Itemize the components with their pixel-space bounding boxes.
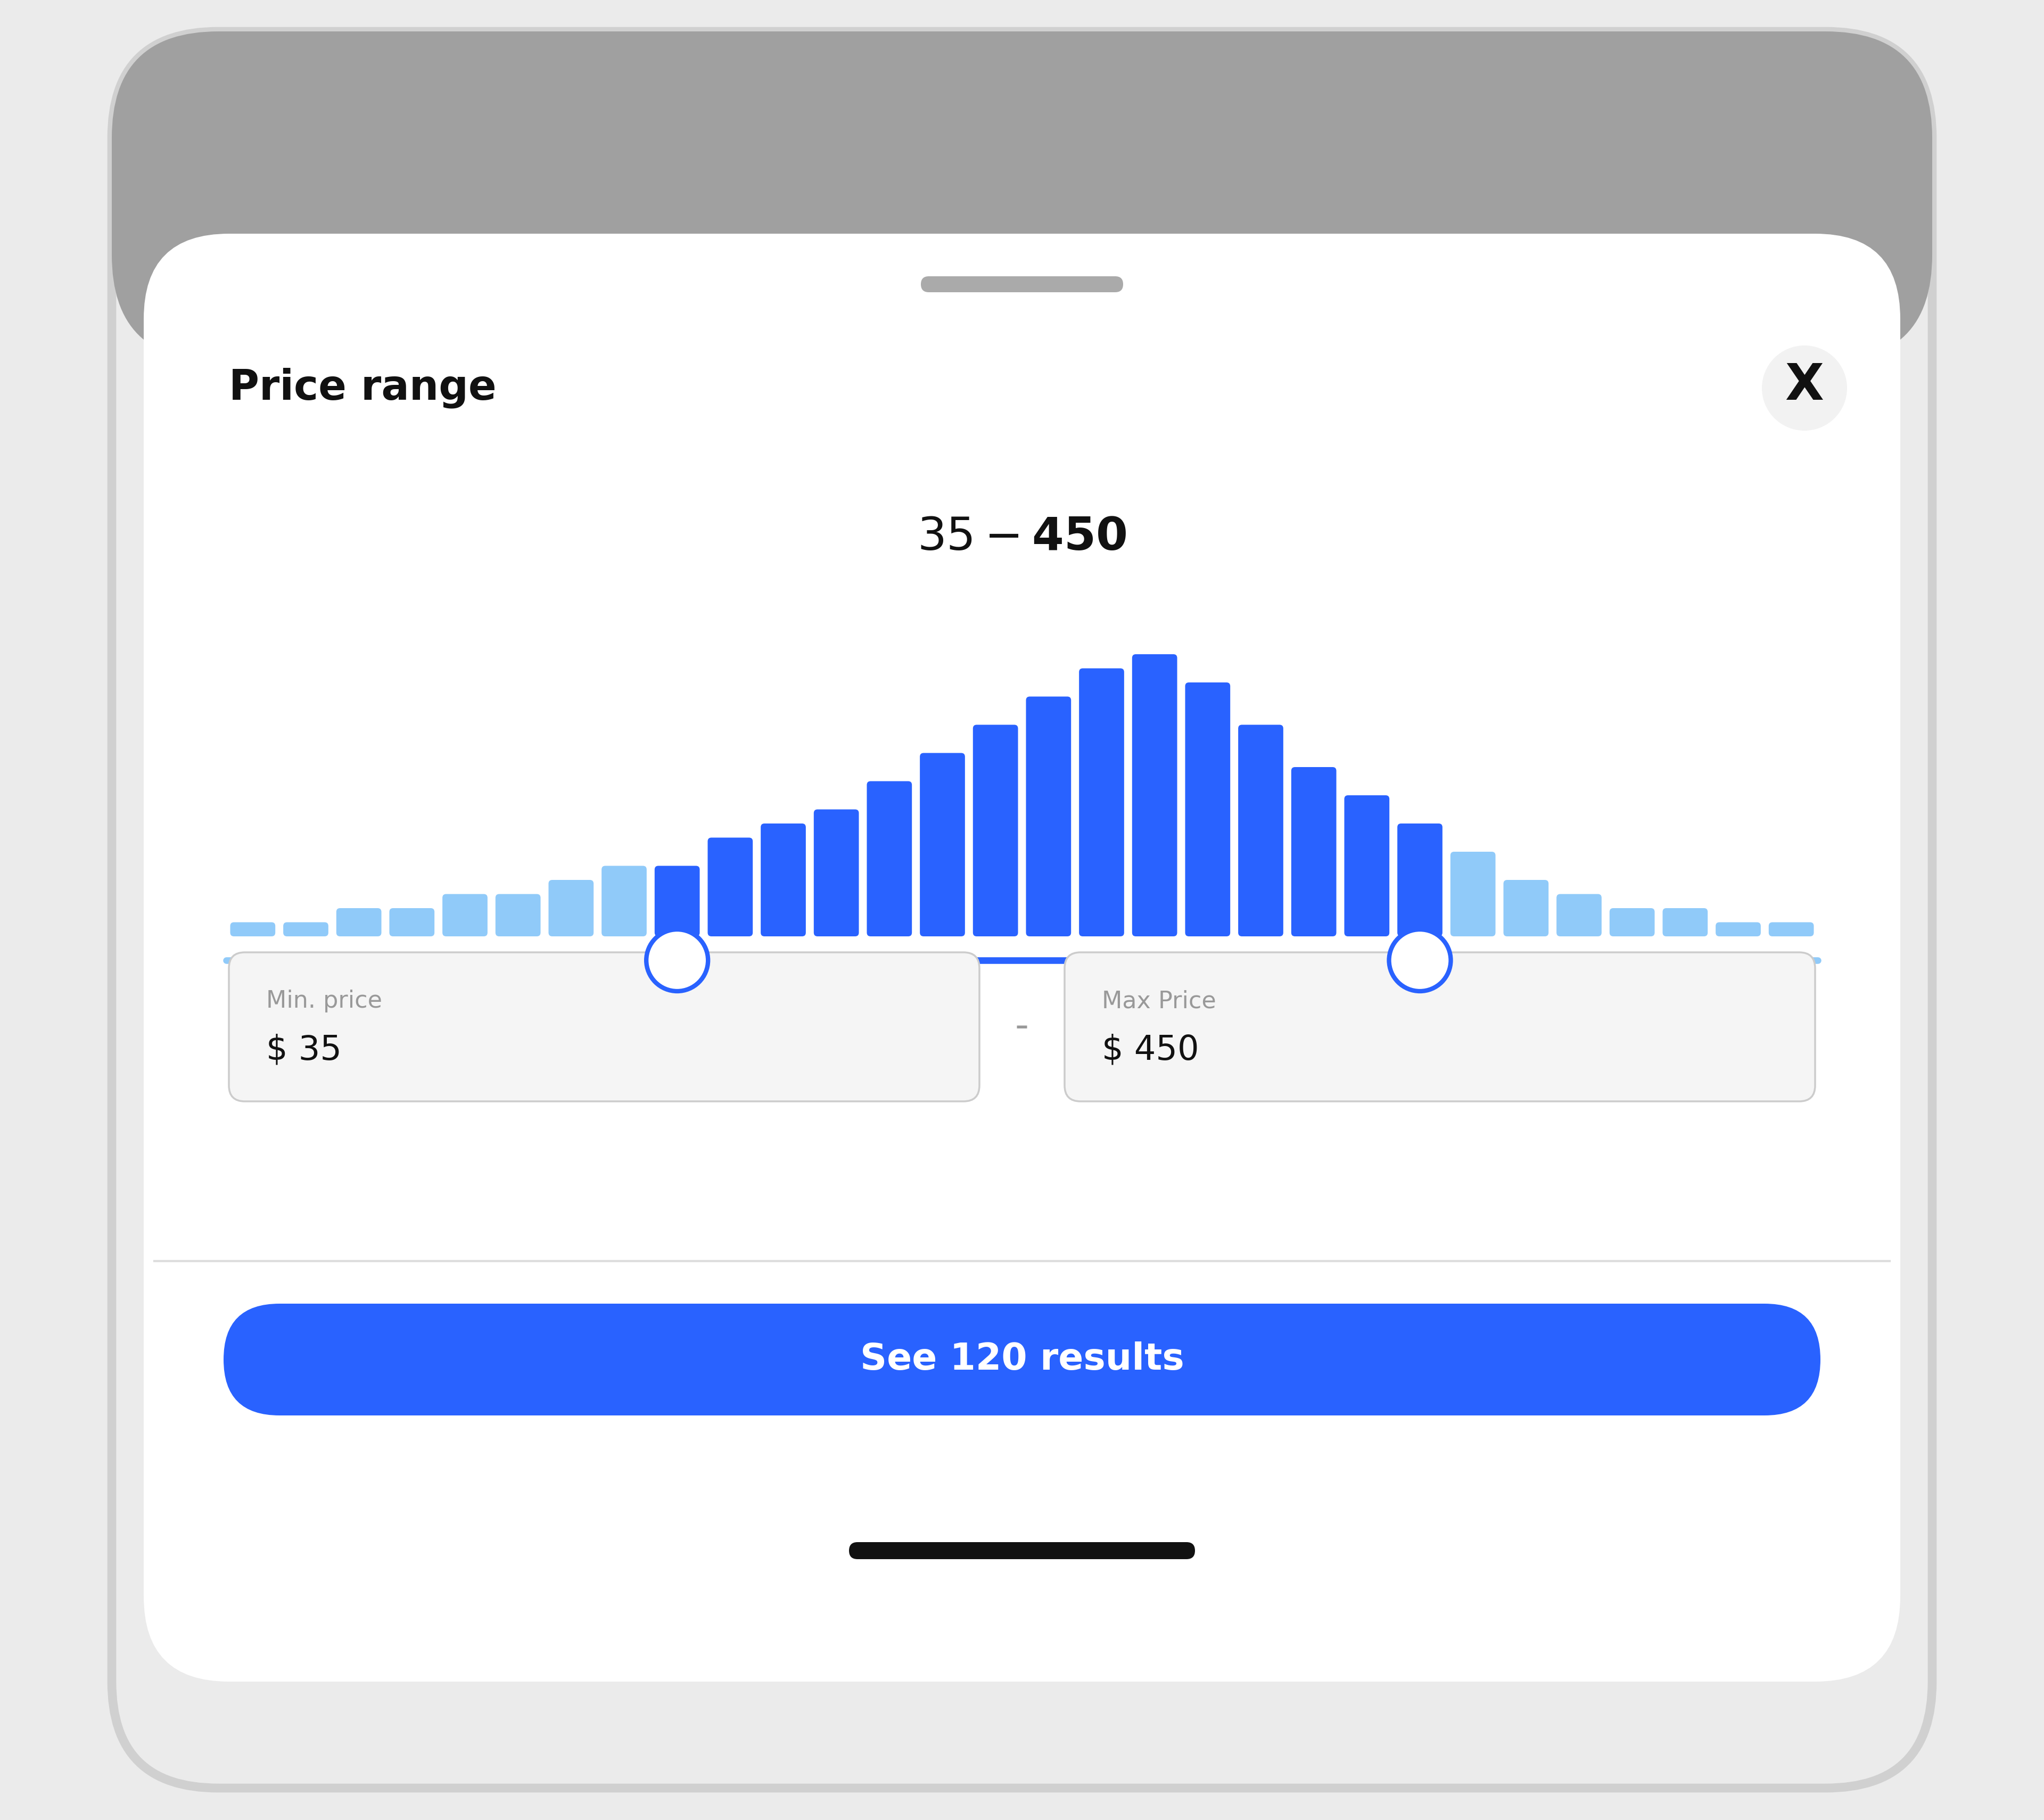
- FancyBboxPatch shape: [707, 837, 752, 935]
- FancyBboxPatch shape: [1398, 823, 1443, 935]
- Text: $ 35: $ 35: [266, 1034, 341, 1067]
- FancyBboxPatch shape: [1132, 653, 1177, 935]
- Circle shape: [646, 930, 707, 992]
- Text: $35 - $450: $35 - $450: [918, 515, 1126, 559]
- FancyBboxPatch shape: [1079, 668, 1124, 935]
- FancyBboxPatch shape: [495, 894, 540, 935]
- FancyBboxPatch shape: [760, 823, 805, 935]
- FancyBboxPatch shape: [601, 866, 646, 935]
- Text: See 120 results: See 120 results: [861, 1341, 1183, 1378]
- FancyBboxPatch shape: [1451, 852, 1496, 935]
- FancyBboxPatch shape: [337, 908, 382, 935]
- FancyBboxPatch shape: [143, 233, 1901, 1682]
- FancyBboxPatch shape: [920, 753, 965, 935]
- FancyBboxPatch shape: [1555, 894, 1602, 935]
- FancyBboxPatch shape: [442, 894, 489, 935]
- FancyBboxPatch shape: [1292, 766, 1337, 935]
- FancyBboxPatch shape: [654, 866, 699, 935]
- FancyBboxPatch shape: [548, 879, 593, 935]
- FancyBboxPatch shape: [814, 810, 858, 935]
- Text: Price range: Price range: [229, 368, 497, 408]
- Text: -: -: [1016, 1008, 1028, 1045]
- FancyBboxPatch shape: [1504, 879, 1549, 935]
- FancyBboxPatch shape: [848, 1542, 1196, 1560]
- Text: Max Price: Max Price: [1102, 990, 1216, 1012]
- FancyBboxPatch shape: [1662, 908, 1707, 935]
- Circle shape: [1762, 346, 1848, 431]
- FancyBboxPatch shape: [1768, 923, 1813, 935]
- Text: Min. price: Min. price: [266, 990, 382, 1012]
- FancyBboxPatch shape: [1065, 952, 1815, 1101]
- FancyBboxPatch shape: [922, 277, 1122, 293]
- FancyBboxPatch shape: [1715, 923, 1760, 935]
- FancyBboxPatch shape: [973, 724, 1018, 935]
- FancyBboxPatch shape: [231, 923, 276, 935]
- FancyBboxPatch shape: [284, 923, 329, 935]
- FancyBboxPatch shape: [1609, 908, 1656, 935]
- FancyBboxPatch shape: [1239, 724, 1284, 935]
- FancyBboxPatch shape: [223, 1303, 1821, 1416]
- FancyBboxPatch shape: [112, 31, 1932, 1787]
- Text: X: X: [1784, 362, 1823, 411]
- FancyBboxPatch shape: [112, 31, 1932, 362]
- FancyBboxPatch shape: [867, 781, 912, 935]
- FancyBboxPatch shape: [1345, 795, 1390, 935]
- FancyBboxPatch shape: [229, 952, 979, 1101]
- FancyBboxPatch shape: [1026, 697, 1071, 935]
- FancyBboxPatch shape: [1186, 682, 1230, 935]
- FancyBboxPatch shape: [388, 908, 435, 935]
- Text: $ 450: $ 450: [1102, 1034, 1200, 1067]
- Circle shape: [1390, 930, 1451, 992]
